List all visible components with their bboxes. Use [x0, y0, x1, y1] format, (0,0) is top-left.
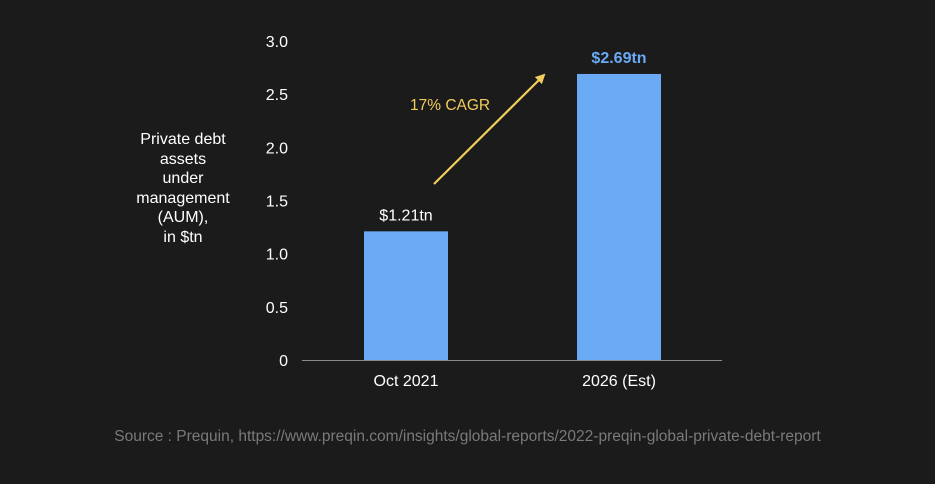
y-tick-label: 2.5: [266, 87, 288, 104]
x-tick-label: Oct 2021: [374, 373, 439, 390]
y-tick-label: 2.0: [266, 140, 288, 157]
bar-value-label: $1.21tn: [379, 207, 432, 224]
cagr-annotation: 17% CAGR: [410, 73, 546, 185]
x-axis-tick-labels: Oct 2021 2026 (Est): [374, 373, 656, 390]
y-tick-label: 0.5: [266, 300, 288, 317]
y-tick-label: 0: [279, 353, 288, 370]
bar: [364, 231, 448, 360]
x-tick-label: 2026 (Est): [582, 373, 656, 390]
y-tick-label: 1.0: [266, 247, 288, 264]
y-axis-ticks: 0 0.5 1.0 1.5 2.0 2.5 3.0: [266, 34, 288, 370]
y-axis-label: Private debt assets under management (AU…: [136, 131, 230, 246]
bar-value-label: $2.69tn: [591, 50, 646, 67]
bar: [577, 73, 661, 361]
y-tick-label: 1.5: [266, 194, 288, 211]
cagr-label: 17% CAGR: [410, 97, 490, 114]
cagr-arrow: [433, 73, 546, 185]
bars: $1.21tn $2.69tn: [364, 50, 661, 361]
y-tick-label: 3.0: [266, 34, 288, 51]
source-note: Source : Prequin, https://www.preqin.com…: [114, 428, 821, 445]
